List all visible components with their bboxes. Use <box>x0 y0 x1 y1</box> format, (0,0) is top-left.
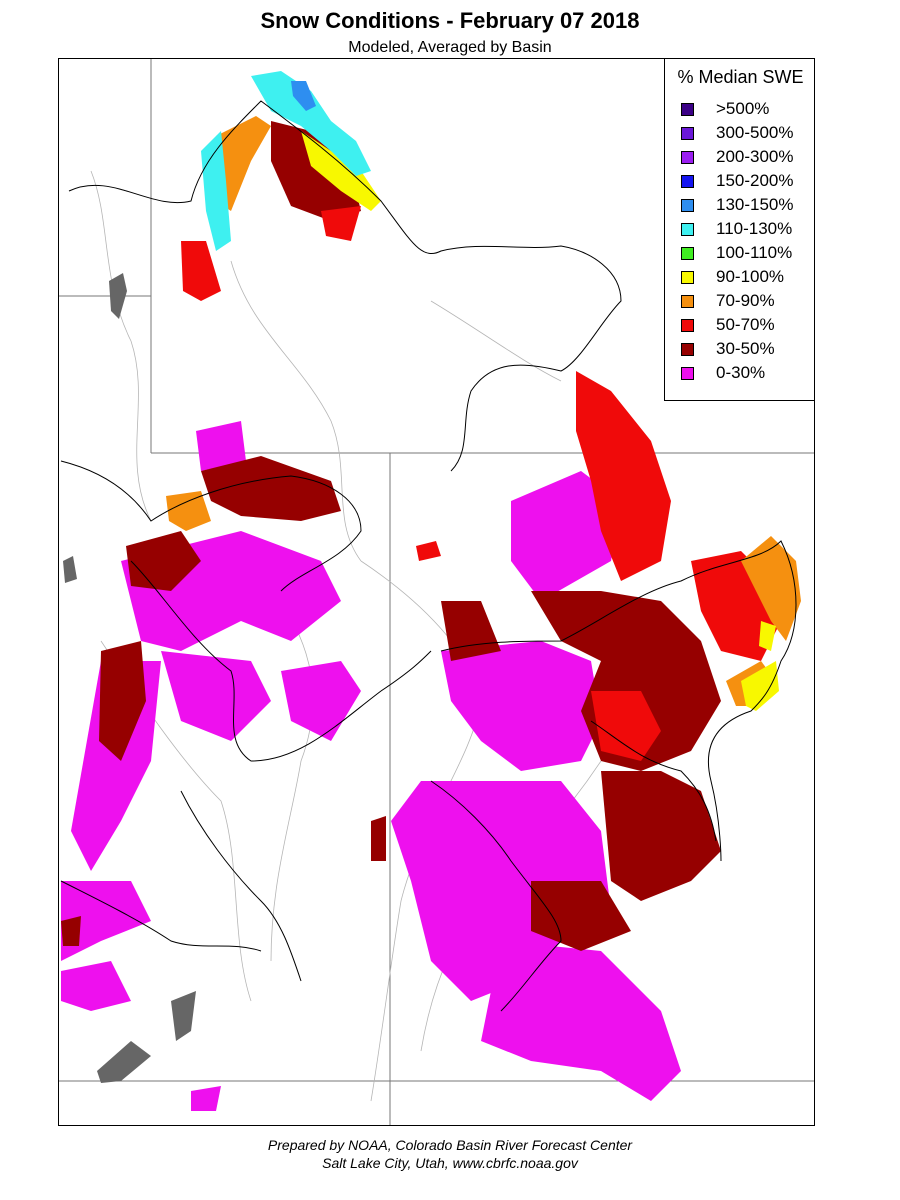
legend-label: 30-50% <box>716 339 775 358</box>
legend-label: 90-100% <box>716 267 785 286</box>
legend-item: 90-100% <box>681 267 784 287</box>
legend-label: 150-200% <box>716 171 794 190</box>
basin-outlines <box>60 100 797 1012</box>
legend-item: 200-300% <box>681 147 794 167</box>
legend-swatch <box>681 222 694 236</box>
legend-swatch <box>681 102 694 116</box>
legend-swatch <box>681 318 694 332</box>
legend-swatch <box>681 246 694 260</box>
lakes <box>63 273 196 1083</box>
legend-item: 70-90% <box>681 291 775 311</box>
legend-swatch <box>681 150 694 164</box>
footer-credit: Prepared by NOAA, Colorado Basin River F… <box>267 1137 633 1153</box>
legend-swatch <box>681 198 694 212</box>
footer-url: Salt Lake City, Utah, www.cbrfc.noaa.gov <box>322 1155 578 1171</box>
legend-item: 300-500% <box>681 123 794 143</box>
legend-label: 110-130% <box>716 219 793 238</box>
map-legend: % Median SWE >500% 300-500% 200-300% 150… <box>664 58 815 401</box>
map-subtitle: Modeled, Averaged by Basin <box>348 39 552 56</box>
legend-swatch <box>681 270 694 284</box>
map-title: Snow Conditions - February 07 2018 <box>260 8 640 33</box>
legend-swatch <box>681 126 694 140</box>
legend-swatch <box>681 366 694 380</box>
legend-swatch <box>681 294 694 308</box>
legend-item: 50-70% <box>681 315 775 335</box>
legend-item: 100-110% <box>681 243 792 263</box>
snow-map-graphic <box>59 59 814 1125</box>
state-boundaries <box>59 59 814 1125</box>
legend-label: 70-90% <box>716 291 775 310</box>
legend-title: % Median SWE <box>677 67 804 87</box>
swe-regions <box>61 71 801 1111</box>
legend-item: 130-150% <box>681 195 794 215</box>
legend-label: 50-70% <box>716 315 775 334</box>
legend-item: 150-200% <box>681 171 794 191</box>
legend-label: 200-300% <box>716 147 794 166</box>
legend-item: >500% <box>681 99 769 119</box>
legend-label: 300-500% <box>716 123 794 142</box>
legend-label: 0-30% <box>716 363 766 382</box>
legend-label: 100-110% <box>716 243 793 262</box>
legend-label: 130-150% <box>716 195 794 214</box>
legend-label: >500% <box>716 99 770 118</box>
legend-item: 0-30% <box>681 363 765 383</box>
legend-item: 30-50% <box>681 339 775 359</box>
legend-swatch <box>681 174 694 188</box>
legend-swatch <box>681 342 694 356</box>
legend-item: 110-130% <box>681 219 792 239</box>
